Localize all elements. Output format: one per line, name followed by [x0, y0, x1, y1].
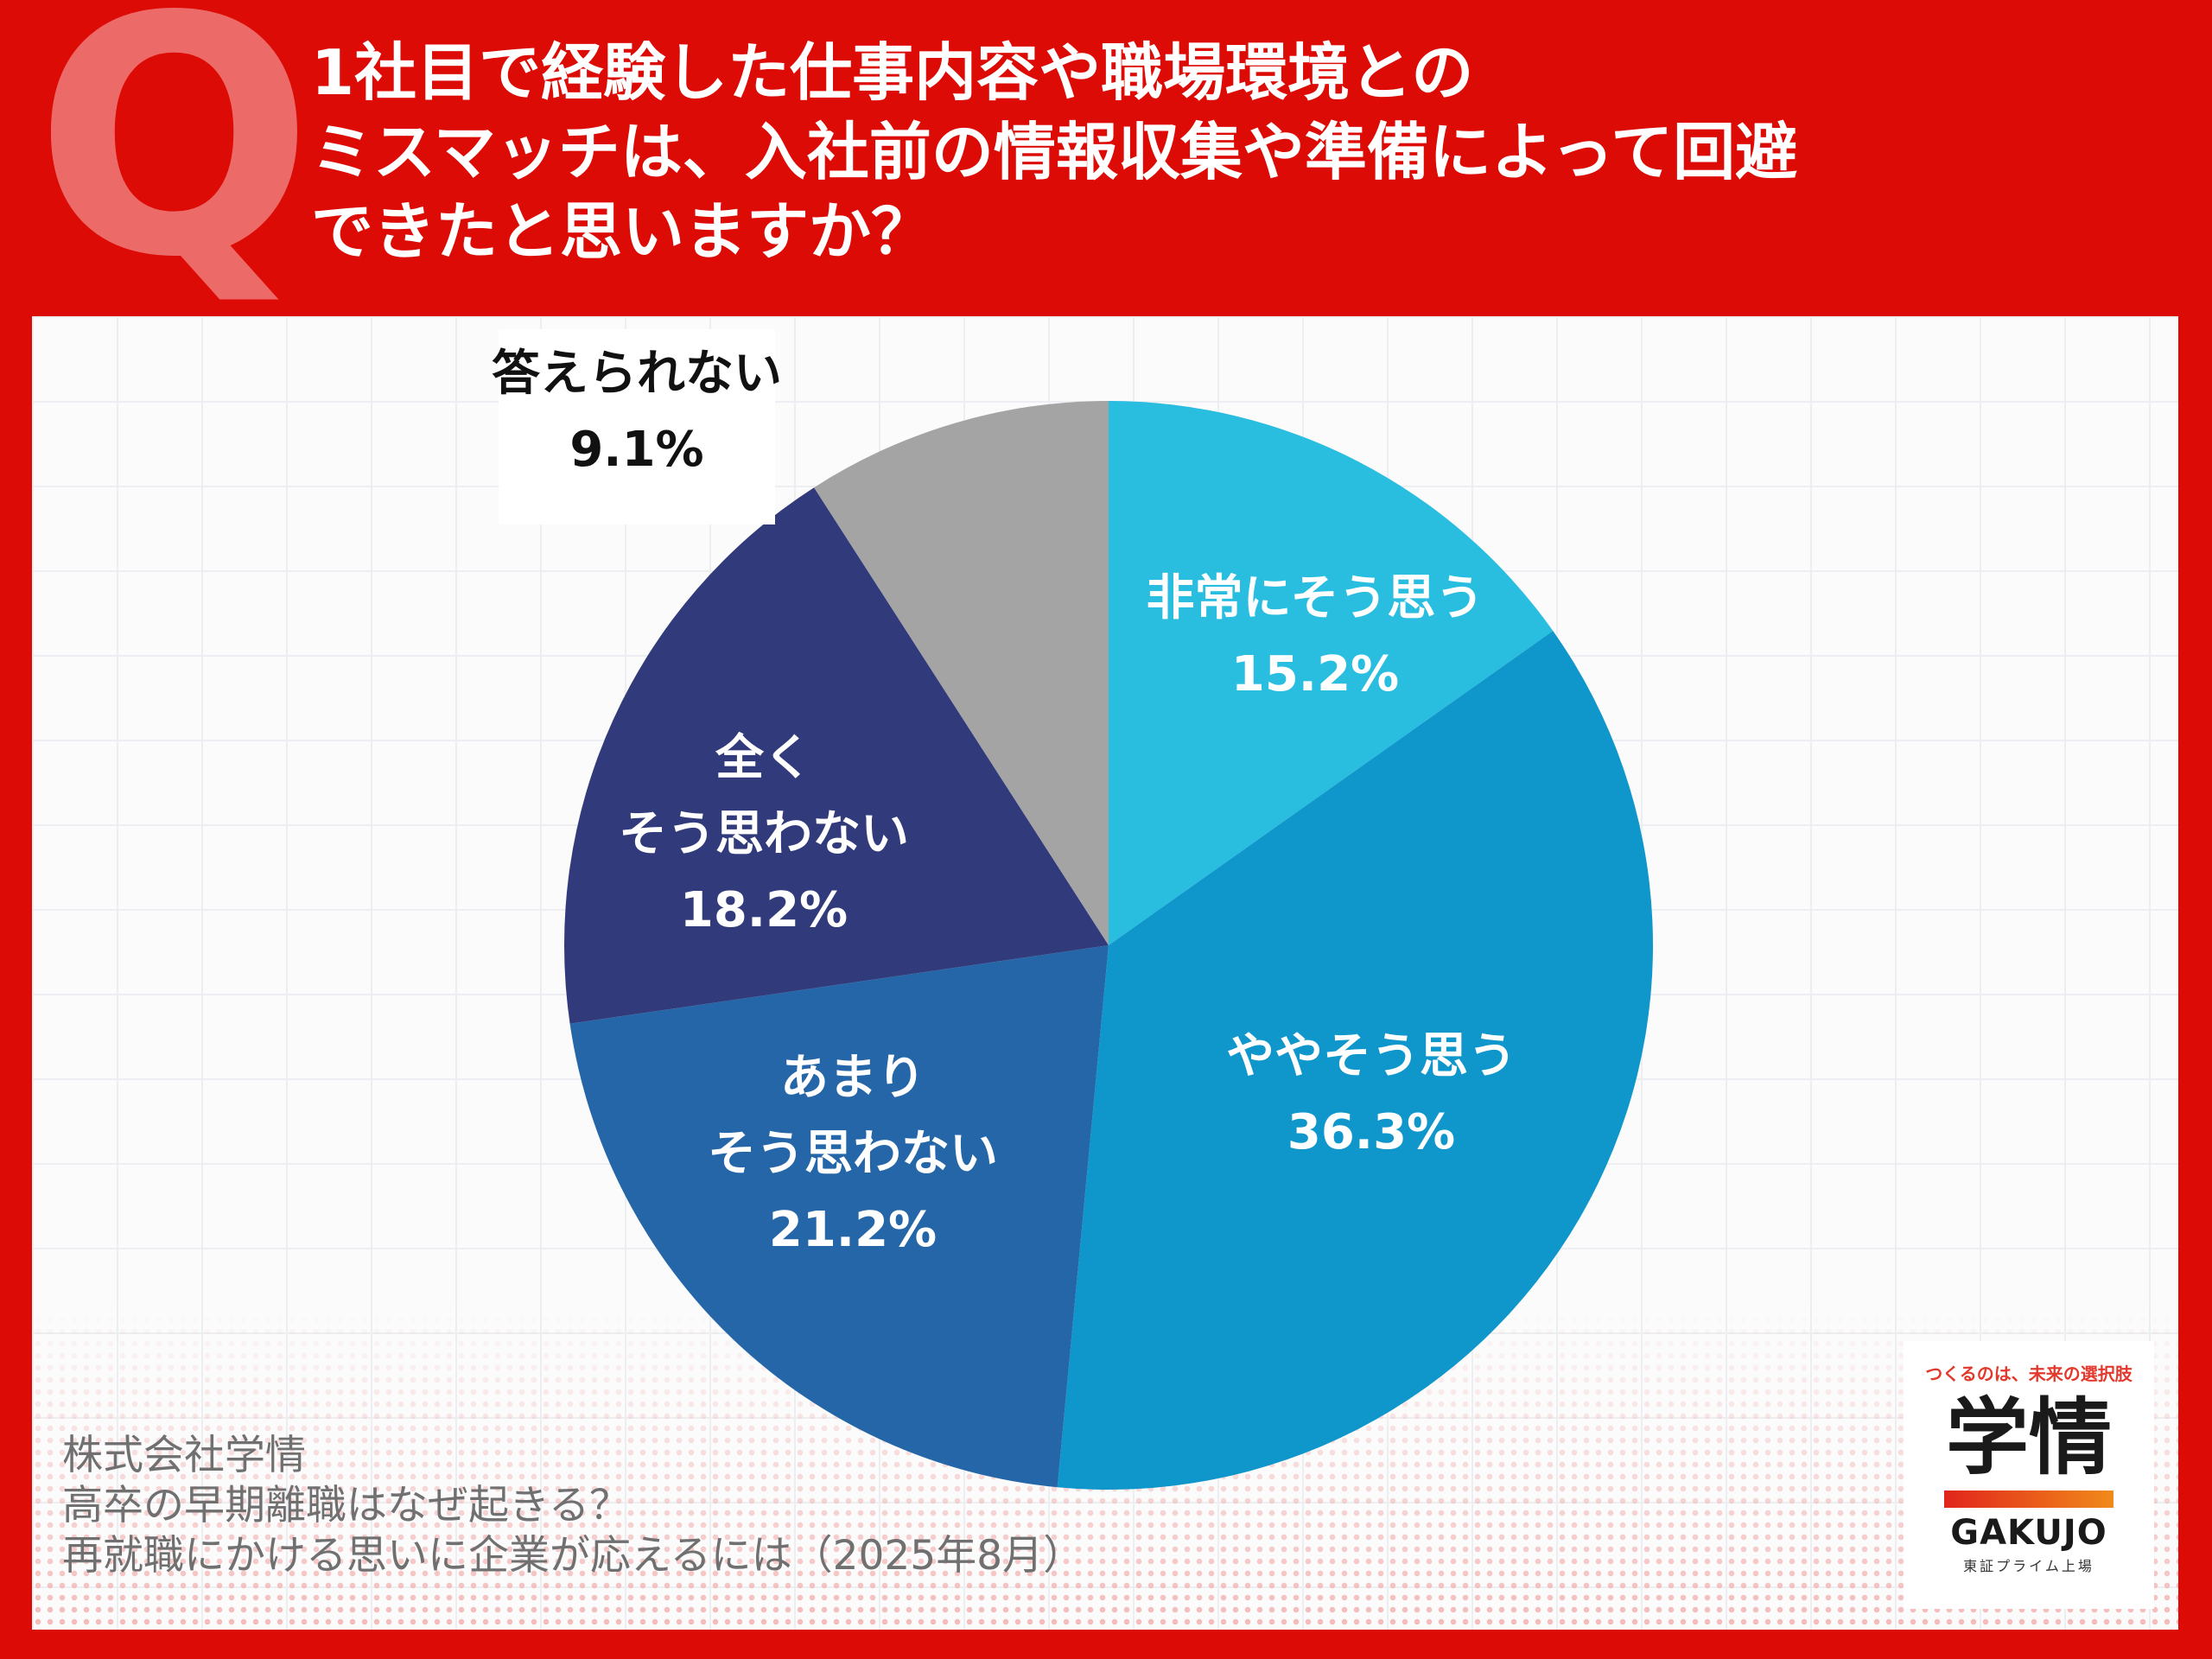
slice-category-label-2: ややそう思う: [1226, 1028, 1516, 1084]
q-mark: Q: [35, 0, 315, 329]
question-line-2: ミスマッチは、入社前の情報収集や準備によって回避: [311, 116, 1798, 188]
source-line-2: 高卒の早期離職はなぜ起きる？: [62, 1482, 631, 1529]
slice-category-label-4: 全く: [715, 730, 812, 786]
logo-listing: 東証プライム上場: [1963, 1558, 2094, 1574]
slice-value-label-5: 9.1%: [569, 422, 703, 478]
slice-category-label-4: そう思わない: [619, 806, 909, 862]
pie-slice-3: [569, 945, 1109, 1488]
question-line-1: 1社目で経験した仕事内容や職場環境との: [311, 36, 1474, 109]
logo-brand: GAKUJO: [1950, 1513, 2107, 1553]
pie-chart: 非常にそう思う15.2%ややそう思う36.3%あまりそう思わない21.2%全くそ…: [492, 329, 1653, 1490]
slice-value-label-2: 36.3%: [1287, 1104, 1455, 1160]
pie-slice-2: [1057, 631, 1653, 1490]
logo-bar: [1944, 1491, 2113, 1508]
source-line-3: 再就職にかける思いに企業が応えるには（2025年8月）: [62, 1532, 1084, 1580]
slice-category-label-3: そう思わない: [708, 1126, 998, 1182]
label-background-5: [499, 329, 775, 524]
slice-category-label-1: 非常にそう思う: [1147, 570, 1484, 626]
logo-tagline: つくるのは、未来の選択肢: [1925, 1363, 2133, 1384]
slice-value-label-4: 18.2%: [680, 882, 848, 938]
slice-category-label-3: あまり: [780, 1050, 925, 1106]
logo-kanji: 学情: [1946, 1389, 2112, 1486]
slice-category-label-5: 答えられない: [492, 346, 782, 402]
chart-panel: 非常にそう思う 15.2% ややそう思う 36.3% あまり そう思わない 21.2% 全くそ…: [32, 316, 2178, 1630]
source-line-1: 株式会社学情: [62, 1432, 306, 1479]
pie-slice-1: [1109, 401, 1554, 945]
slice-value-label-1: 15.2%: [1231, 646, 1399, 702]
source-note: 株式会社学情 高卒の早期離職はなぜ起きる？ 再就職にかける思いに企業が応えるには…: [62, 1431, 1084, 1581]
gakujo-logo: つくるのは、未来の選択肢 学情 GAKUJO 東証プライム上場: [1904, 1341, 2154, 1609]
pie-slice-4: [563, 487, 1109, 1024]
question-title: 1社目で経験した仕事内容や職場環境との ミスマッチは、入社前の情報収集や準備によ…: [311, 33, 2169, 271]
question-line-3: できたと思いますか？: [311, 195, 934, 268]
slice-value-label-3: 21.2%: [769, 1202, 937, 1258]
pie-slice-5: [814, 401, 1109, 945]
